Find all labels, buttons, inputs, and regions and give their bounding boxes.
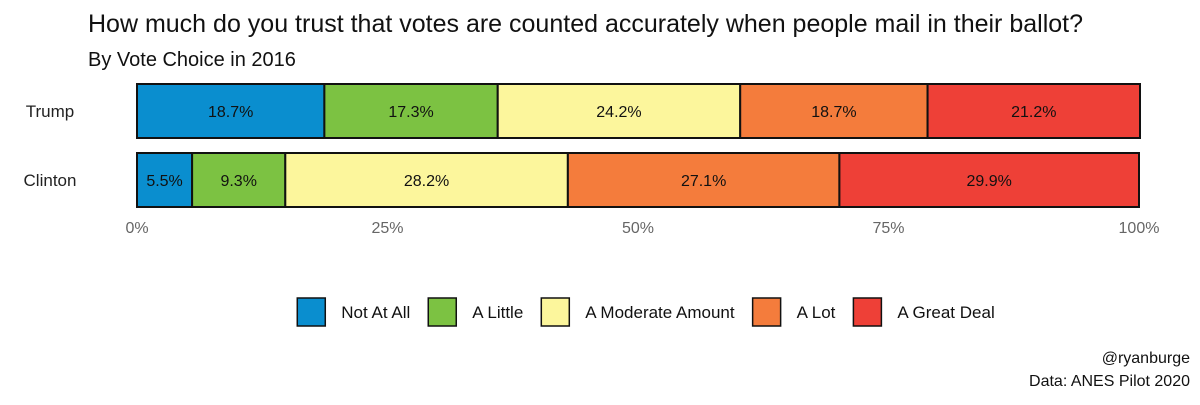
x-tick-label: 25%	[371, 220, 403, 237]
legend-label: A Little	[472, 303, 523, 322]
bar-segment	[284, 152, 569, 208]
x-tick-label: 100%	[1119, 220, 1160, 237]
legend-swatch	[427, 297, 458, 327]
bar-data-label: 5.5%	[146, 173, 182, 190]
legend-label: A Great Deal	[897, 303, 994, 322]
bar-data-label: 24.2%	[596, 104, 641, 121]
bar-segment	[496, 83, 742, 139]
bar-segment	[838, 152, 1140, 208]
x-tick-label: 50%	[622, 220, 654, 237]
bar-data-label: 17.3%	[388, 104, 433, 121]
legend-label: A Lot	[797, 303, 836, 322]
bar-segment	[566, 152, 841, 208]
bar-segment	[191, 152, 287, 208]
chart-subtitle: By Vote Choice in 2016	[88, 49, 296, 71]
bar-data-label: 28.2%	[404, 173, 449, 190]
category-label: Trump	[26, 102, 75, 121]
bar-segment	[926, 83, 1142, 139]
legend-swatch	[296, 297, 327, 327]
bar-segment	[136, 152, 194, 208]
legend: Not At All A Little A Moderate Amount A Lot…	[296, 297, 995, 327]
x-axis-ticks: 0% 25% 50% 75% 100%	[125, 220, 1159, 237]
bar-data-label: 18.7%	[208, 104, 253, 121]
legend-label: Not At All	[341, 303, 410, 322]
bar-data-label: 27.1%	[681, 173, 726, 190]
legend-label: A Moderate Amount	[585, 303, 735, 322]
chart-title: How much do you trust that votes are cou…	[88, 10, 1083, 38]
x-tick-label: 75%	[872, 220, 904, 237]
bar-data-label: 29.9%	[967, 173, 1012, 190]
bar-segment	[323, 83, 499, 139]
category-labels: Trump Clinton	[24, 102, 77, 190]
legend-swatch	[852, 297, 883, 327]
bars-group: 18.7% 17.3% 24.2% 18.7% 21.2% 5.5% 9.3% 28.2% 27…	[136, 83, 1142, 208]
legend-swatch	[751, 297, 782, 327]
caption-source: Data: ANES Pilot 2020	[1029, 373, 1190, 390]
bar-data-label: 21.2%	[1011, 104, 1056, 121]
caption-credit: @ryanburge	[1102, 350, 1190, 367]
category-label: Clinton	[24, 171, 77, 190]
bar-data-label: 9.3%	[220, 173, 256, 190]
legend-swatch	[540, 297, 571, 327]
bar-data-label: 18.7%	[811, 104, 856, 121]
bar-segment	[136, 83, 326, 139]
x-tick-label: 0%	[125, 220, 148, 237]
